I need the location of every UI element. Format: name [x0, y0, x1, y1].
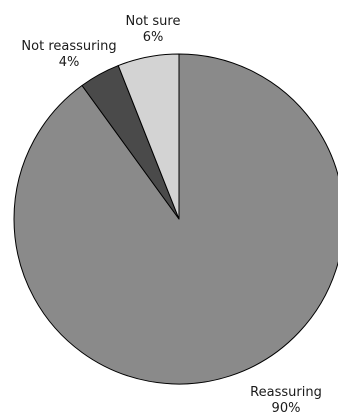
label-not-reassuring-name: Not reassuring [21, 39, 116, 54]
label-not-reassuring: Not reassuring 4% [21, 39, 116, 70]
label-not-reassuring-value: 4% [59, 55, 80, 70]
label-not-sure-value: 6% [143, 30, 164, 45]
pie-slices [13, 53, 338, 385]
label-reassuring-name: Reassuring [250, 385, 322, 400]
label-reassuring: Reassuring 90% [250, 385, 322, 416]
pie-slice-not-sure [117, 53, 180, 220]
label-not-sure-name: Not sure [126, 14, 181, 29]
label-not-sure: Not sure 6% [126, 14, 181, 45]
label-reassuring-value: 90% [272, 401, 301, 416]
pie-slice-reassuring [13, 53, 338, 385]
